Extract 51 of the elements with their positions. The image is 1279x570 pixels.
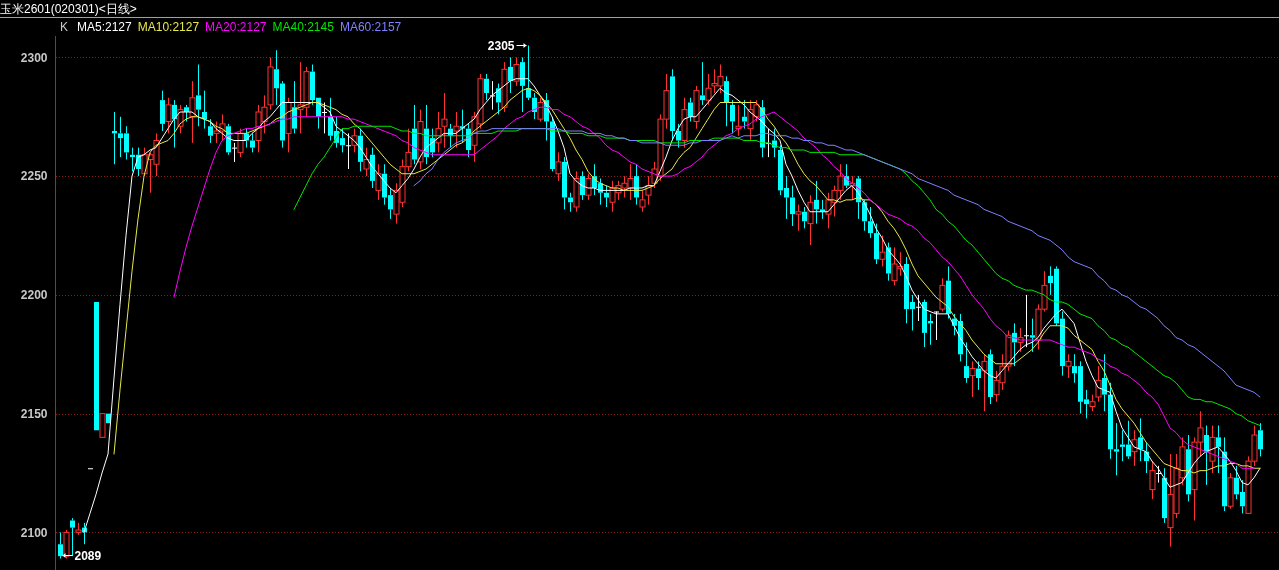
candlestick	[1065, 353, 1072, 379]
candlestick	[1216, 425, 1221, 474]
candlestick	[580, 170, 585, 201]
candlestick	[1138, 417, 1143, 462]
candlestick	[1222, 436, 1227, 512]
candlestick	[70, 517, 75, 557]
candlestick	[508, 56, 513, 94]
candlestick	[562, 156, 567, 210]
candlestick	[790, 185, 795, 227]
candlestick	[807, 194, 814, 246]
candlestick	[1102, 353, 1107, 412]
candlestick	[1162, 467, 1167, 524]
candlestick	[969, 360, 976, 398]
candlestick	[939, 277, 946, 312]
chart-title: 玉米2601(020301)<日线>	[0, 2, 137, 16]
candlestick	[1204, 425, 1209, 486]
line-series	[413, 128, 1261, 398]
text: MA5:2127	[77, 20, 133, 34]
candlestick	[724, 75, 729, 127]
y-tick-label: 2300	[20, 50, 48, 65]
candlestick	[232, 142, 237, 163]
y-tick-label: 2150	[20, 406, 48, 421]
text: MA20:2127	[205, 20, 267, 34]
candlestick	[370, 147, 375, 189]
text: MA10:2127	[137, 20, 200, 34]
candlestick	[160, 90, 165, 132]
candlestick	[1114, 422, 1119, 476]
y-tick-label: 2200	[20, 288, 48, 303]
y-tick-label: 2250	[20, 169, 48, 184]
candlestick	[189, 80, 196, 144]
candlestick	[375, 163, 382, 201]
candlestick	[814, 180, 819, 225]
candlestick	[484, 73, 489, 101]
y-tick-label: 2100	[20, 525, 48, 540]
candlestick	[520, 56, 525, 113]
text: MA60:2157	[339, 20, 402, 34]
line-series	[293, 125, 1261, 426]
annotation: 2089	[74, 548, 102, 563]
candlestick	[172, 99, 177, 149]
candlestick	[1186, 434, 1191, 502]
candlestick	[688, 97, 693, 122]
text: MA40:2145	[272, 20, 335, 34]
candlestick	[526, 45, 531, 101]
candlestick	[964, 341, 969, 384]
candlestick	[700, 61, 705, 106]
annotation: 2305	[487, 38, 515, 53]
candlestick	[58, 531, 63, 559]
candlestick	[202, 90, 207, 130]
candlestick	[555, 151, 562, 182]
legend-title: K	[60, 20, 69, 34]
candlestick	[802, 206, 807, 229]
